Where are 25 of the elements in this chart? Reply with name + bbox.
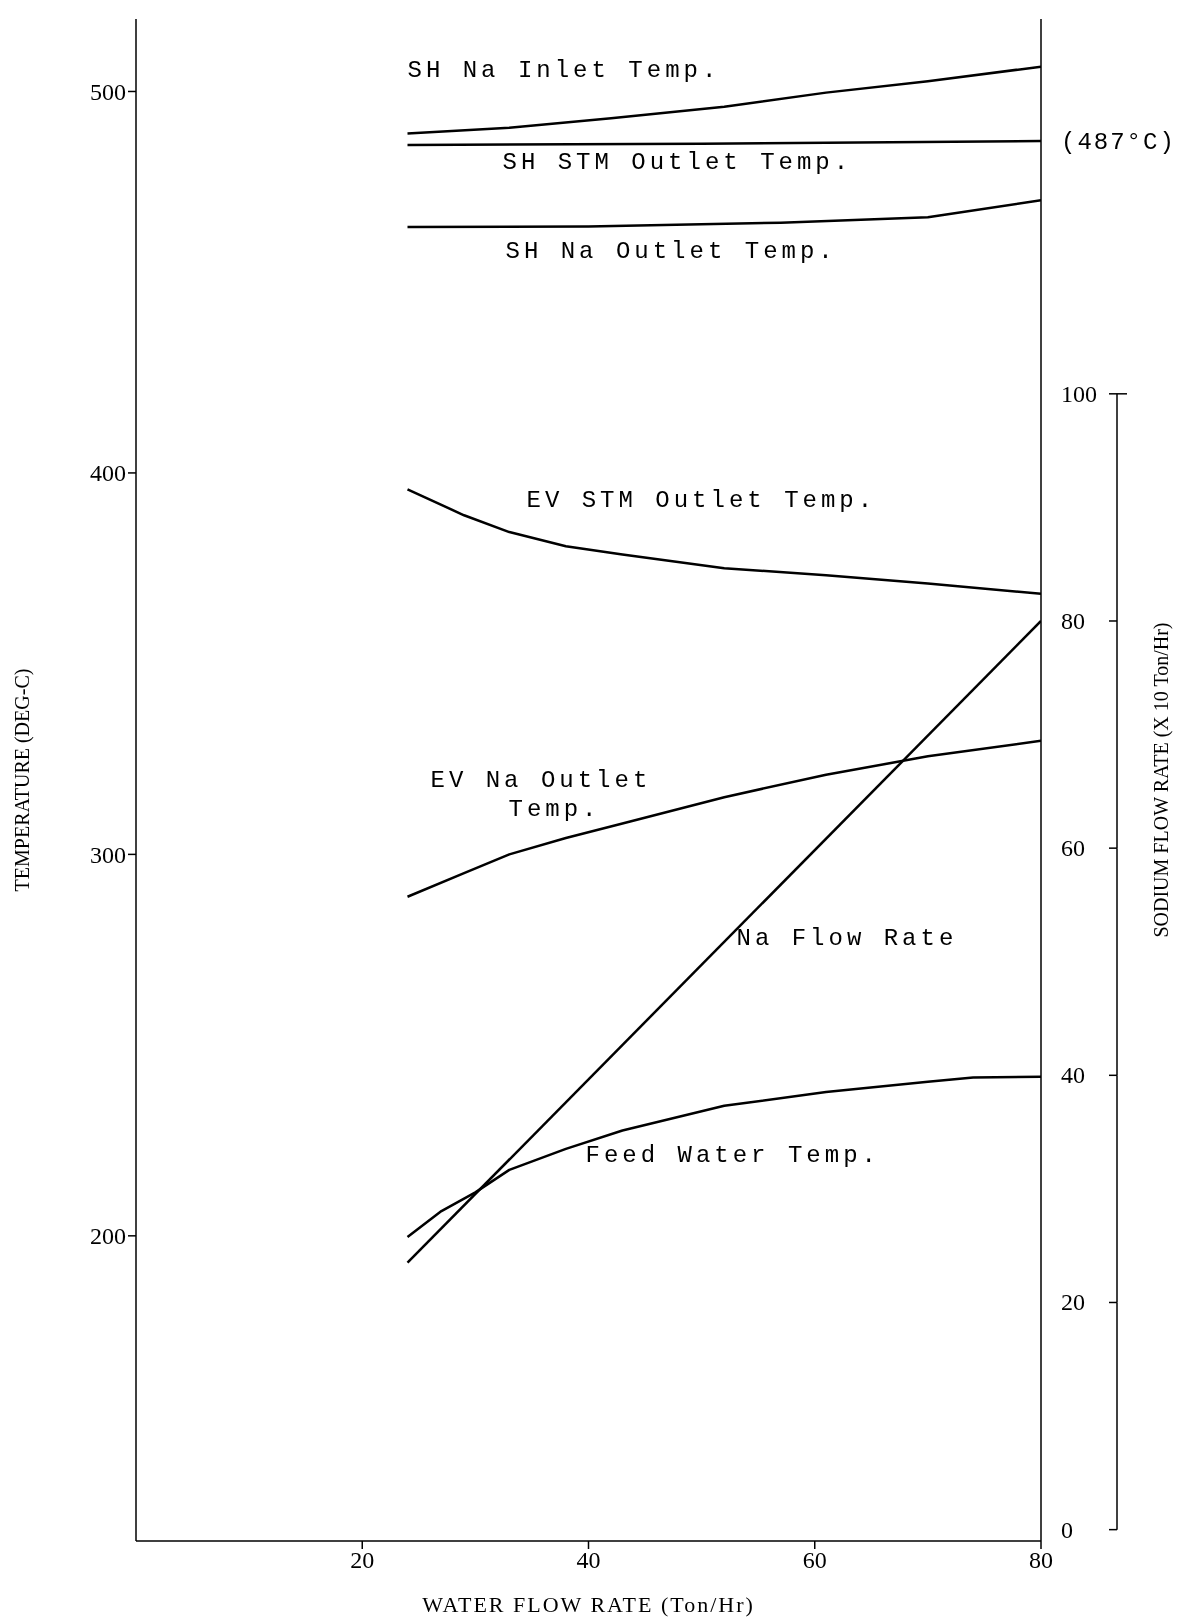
y2-tick-label: 80	[1061, 607, 1085, 634]
series-label: EV STM Outlet Temp.	[526, 487, 877, 515]
y2-tick-label: 60	[1061, 835, 1085, 862]
series-label: Feed Water Temp.	[585, 1141, 880, 1169]
series-label: SH STM Outlet Temp.	[502, 148, 853, 176]
y2-tick-label: 20	[1061, 1289, 1085, 1316]
x-tick-label: 20	[350, 1547, 375, 1574]
annotation: (487°C)	[1061, 129, 1176, 157]
series-label: SH Na Inlet Temp.	[407, 57, 721, 85]
y2-tick-label: 100	[1061, 380, 1097, 407]
x-tick-label: 80	[1029, 1547, 1053, 1574]
y2-axis-title: SODIUM FLOW RATE (X 10 Ton/Hr)	[1150, 622, 1174, 938]
x-axis-title: WATER FLOW RATE (Ton/Hr)	[422, 1592, 755, 1617]
y-tick-label: 300	[90, 841, 126, 868]
y2-tick-label: 0	[1061, 1516, 1073, 1543]
y-axis-title: TEMPERATURE (DEG-C)	[11, 668, 35, 892]
x-tick-label: 60	[802, 1547, 827, 1574]
y-tick-label: 200	[90, 1223, 126, 1250]
y-tick-label: 500	[90, 79, 126, 105]
y2-tick-label: 40	[1061, 1062, 1085, 1089]
series-label: SH Na Outlet Temp.	[505, 237, 837, 265]
y-tick-label: 400	[90, 460, 126, 487]
series-label: Na Flow Rate	[736, 924, 958, 952]
x-tick-label: 40	[576, 1547, 601, 1574]
series-label: EV Na Outlet Temp.	[430, 766, 652, 823]
